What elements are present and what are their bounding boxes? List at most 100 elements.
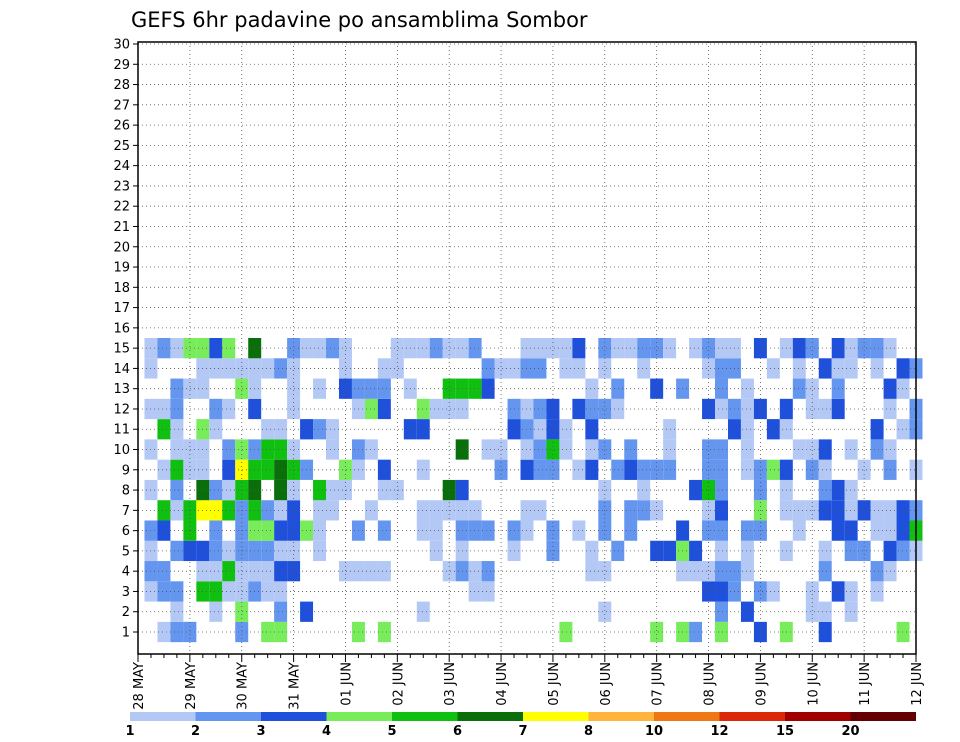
- heatmap-cell: [390, 358, 404, 379]
- heatmap-cell: [170, 601, 184, 622]
- heatmap-cell: [377, 459, 391, 480]
- y-tick-label: 20: [113, 240, 130, 255]
- x-date-label: 06 JUN: [599, 662, 614, 706]
- heatmap-cell: [157, 520, 171, 541]
- heatmap-cell: [274, 479, 288, 501]
- heatmap-cell: [715, 540, 728, 562]
- heatmap-cell: [287, 561, 301, 582]
- colorbar-segment: [523, 712, 589, 721]
- heatmap-cell: [753, 459, 767, 480]
- heatmap-cell: [261, 459, 275, 480]
- heatmap-cell: [792, 338, 806, 359]
- heatmap-cell: [222, 459, 236, 480]
- heatmap-cell: [416, 398, 430, 420]
- heatmap-cell: [235, 581, 249, 602]
- heatmap-cell: [274, 500, 288, 521]
- heatmap-cell: [326, 500, 339, 521]
- x-date-label: 30 MAY: [236, 662, 251, 710]
- heatmap-cell: [377, 479, 391, 501]
- heatmap-cell: [170, 439, 184, 460]
- heatmap-cell: [753, 398, 767, 420]
- heatmap-cell: [715, 621, 728, 643]
- heatmap-cell: [261, 621, 275, 643]
- colorbar-segment: [457, 712, 523, 721]
- heatmap-cell: [170, 500, 184, 521]
- heatmap-cell: [598, 561, 612, 582]
- heatmap-cell: [896, 378, 910, 399]
- heatmap-cell: [818, 459, 832, 480]
- heatmap-cell: [689, 338, 703, 359]
- heatmap-cell: [818, 439, 832, 460]
- y-tick-label: 24: [113, 159, 130, 174]
- heatmap-cell: [416, 419, 430, 440]
- heatmap-cell: [818, 500, 832, 521]
- heatmap-cell: [170, 459, 184, 480]
- heatmap-cell: [585, 378, 599, 399]
- heatmap-cell: [805, 378, 819, 399]
- x-axis: 28 MAY 29 MAY 30 MAY 31 MAY 01 JUN 02 JUN 03 J…: [132, 654, 925, 710]
- heatmap-cell: [546, 419, 560, 440]
- heatmap-cell: [235, 358, 249, 379]
- heatmap-cell: [235, 561, 249, 582]
- heatmap-cell: [792, 439, 806, 460]
- y-tick-label: 23: [113, 179, 130, 194]
- heatmap-cell: [338, 338, 352, 359]
- y-tick-label: 26: [113, 119, 130, 134]
- heatmap-cell: [416, 459, 430, 480]
- heatmap-cell: [805, 398, 819, 420]
- colorbar-segment: [130, 712, 196, 721]
- colorbar: 1 2 3 4 5 6 7 8 10 12 15 20: [125, 712, 916, 739]
- colorbar-label: 5: [387, 724, 396, 739]
- heatmap-cell: [468, 520, 482, 541]
- heatmap-cell: [740, 601, 754, 622]
- heatmap-cell: [416, 601, 430, 622]
- heatmap-cell: [274, 520, 288, 541]
- heatmap-cell: [585, 561, 599, 582]
- heatmap-cell: [209, 581, 223, 602]
- heatmap-cell: [546, 459, 560, 480]
- heatmap-cell: [896, 621, 910, 643]
- heatmap-cell: [818, 358, 832, 379]
- heatmap-cell: [715, 459, 728, 480]
- heatmap-cell: [416, 520, 430, 541]
- heatmap-cell: [792, 500, 806, 521]
- y-tick-label: 3: [122, 585, 130, 600]
- heatmap-cell: [157, 398, 171, 420]
- heatmap-cell: [715, 520, 728, 541]
- heatmap-cell: [689, 561, 703, 582]
- y-tick-label: 8: [122, 484, 130, 499]
- heatmap-cell: [611, 338, 625, 359]
- chart-title: GEFS 6hr padavine po ansamblima Sombor: [131, 8, 588, 32]
- heatmap-cell: [598, 358, 612, 379]
- heatmap-cell: [326, 419, 339, 440]
- heatmap-cell: [663, 439, 677, 460]
- colorbar-segment: [326, 712, 392, 721]
- heatmap-cell: [235, 601, 249, 622]
- heatmap-cell: [364, 378, 378, 399]
- heatmap-cell: [637, 479, 651, 501]
- x-date-label: 03 JUN: [443, 662, 458, 706]
- x-date-label: 12 JUN: [910, 662, 925, 706]
- heatmap-cell: [546, 338, 560, 359]
- heatmap-cell: [338, 561, 352, 582]
- heatmap-cell: [170, 419, 184, 440]
- heatmap-cell: [702, 358, 716, 379]
- heatmap-cell: [844, 479, 858, 501]
- heatmap-cell: [533, 358, 547, 379]
- heatmap-cell: [261, 419, 275, 440]
- heatmap-cell: [364, 439, 378, 460]
- heatmap-cell: [818, 540, 832, 562]
- heatmap-cell: [261, 581, 275, 602]
- heatmap-cell: [520, 398, 534, 420]
- heatmap-cell: [481, 358, 495, 379]
- x-date-label: 08 JUN: [703, 662, 718, 706]
- y-tick-label: 2: [122, 605, 130, 620]
- heatmap-cell: [650, 338, 664, 359]
- colorbar-segment: [261, 712, 327, 721]
- heatmap-cell: [274, 601, 288, 622]
- heatmap-cell: [183, 439, 197, 460]
- heatmap-cell: [740, 520, 754, 541]
- heatmap-cell: [740, 561, 754, 582]
- heatmap-cell: [702, 338, 716, 359]
